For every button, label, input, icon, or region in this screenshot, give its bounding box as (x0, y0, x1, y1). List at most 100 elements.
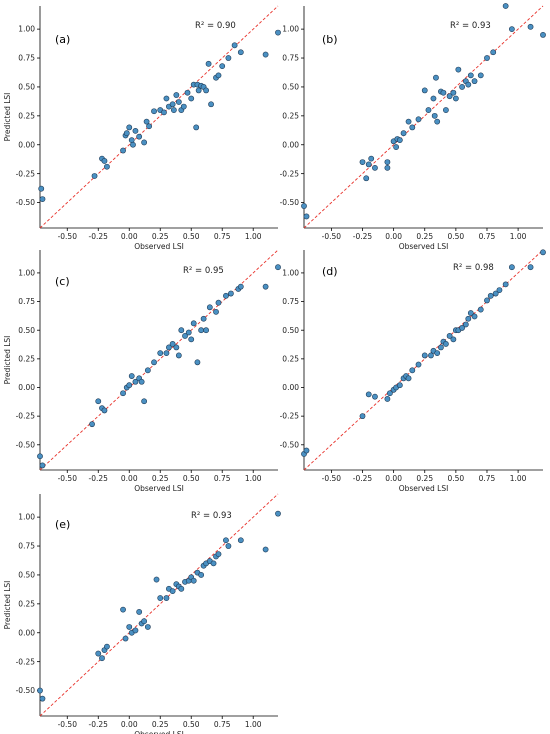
data-point (151, 108, 157, 115)
x-tick-label: 0.25 (152, 720, 169, 729)
x-tick-label: 0.50 (448, 232, 465, 241)
data-point (450, 336, 457, 343)
y-tick-label: 0.00 (18, 140, 35, 149)
data-point (95, 398, 102, 405)
y-tick-label: 0.50 (18, 326, 35, 335)
data-point (120, 147, 126, 154)
data-point (477, 72, 484, 79)
y-tick-label: -0.25 (280, 169, 300, 178)
data-point (143, 118, 150, 125)
data-point (409, 367, 416, 374)
data-point (508, 264, 515, 271)
data-point (198, 327, 205, 334)
data-point (368, 155, 375, 162)
data-point (400, 130, 407, 137)
data-point (496, 287, 503, 294)
data-point (431, 112, 438, 119)
y-tick-label: -0.25 (16, 412, 36, 421)
data-point (190, 320, 197, 327)
x-tick-label: 1.00 (245, 720, 262, 729)
y-tick-label: -0.25 (16, 657, 36, 666)
data-point (467, 310, 474, 316)
data-point (215, 72, 222, 79)
data-point (303, 213, 310, 220)
panel-d: -0.50 -0.25 0.00 0.25 0.50 0.75 1.00 -0.50 -0.25… (280, 249, 546, 493)
data-point (443, 107, 449, 113)
data-point (237, 283, 244, 290)
data-point (477, 306, 484, 313)
y-tick-label: -0.50 (280, 198, 300, 207)
data-point (405, 118, 412, 125)
data-point (101, 158, 108, 164)
data-point (39, 695, 46, 702)
plot-area (37, 493, 281, 717)
x-tick-label: 0.50 (183, 474, 200, 483)
x-tick-label: 0.00 (385, 232, 402, 241)
data-point (465, 81, 472, 88)
y-tick-label: -0.50 (280, 440, 300, 449)
x-tick-label: -0.50 (322, 232, 342, 241)
data-point (91, 173, 98, 179)
data-point (190, 577, 197, 584)
data-point (438, 344, 444, 351)
data-point (136, 609, 143, 615)
x-tick-label: 0.75 (214, 474, 231, 483)
data-point (123, 130, 130, 137)
data-point (421, 87, 428, 94)
data-point (434, 118, 441, 125)
data-point (193, 124, 200, 131)
data-point (37, 453, 43, 460)
data-point (203, 327, 210, 334)
data-point (359, 159, 366, 165)
data-point (170, 107, 177, 113)
panel-b: -0.50 -0.25 0.00 0.25 0.50 0.75 1.00 -0.50 -0.25… (280, 3, 546, 251)
y-tick-label: 0.25 (282, 354, 299, 363)
data-point (415, 361, 422, 368)
panel-label: (e) (55, 518, 70, 531)
data-point (275, 264, 281, 271)
data-point (527, 23, 534, 30)
y-tick-label: 0.50 (18, 571, 35, 580)
data-point (262, 283, 269, 290)
x-tick-label: -0.50 (58, 474, 78, 483)
x-tick-label: -0.50 (58, 232, 78, 241)
data-point (446, 93, 453, 100)
data-point (384, 159, 391, 165)
data-point (430, 95, 437, 102)
data-point (225, 543, 232, 549)
y-tick-label: 1.00 (282, 269, 299, 278)
data-point (384, 164, 391, 171)
data-point (237, 49, 244, 56)
x-tick-label: 0.75 (214, 232, 231, 241)
data-point (275, 510, 281, 517)
data-point (433, 74, 439, 81)
plot-area (301, 249, 546, 471)
data-point (231, 42, 238, 49)
plot-area (37, 249, 281, 471)
data-point (409, 124, 416, 131)
data-point (363, 175, 370, 182)
data-point (365, 161, 372, 168)
y-tick-label: 0.75 (18, 542, 35, 551)
r-squared-label: R² = 0.95 (183, 266, 224, 276)
x-tick-label: 0.50 (448, 474, 465, 483)
data-point (492, 290, 499, 297)
data-point (301, 203, 307, 209)
data-point (163, 595, 170, 601)
data-point (446, 333, 453, 339)
data-point (198, 572, 205, 578)
data-point (153, 576, 160, 583)
data-point (122, 635, 129, 642)
data-point (195, 87, 202, 94)
data-point (440, 89, 447, 96)
data-point (484, 297, 490, 304)
data-point (130, 141, 136, 148)
data-point (166, 344, 172, 351)
data-point (386, 390, 393, 397)
data-point (173, 92, 180, 98)
x-tick-label: 0.25 (152, 232, 169, 241)
data-point (146, 123, 152, 130)
y-tick-label: -0.25 (280, 412, 300, 421)
data-point (484, 55, 490, 61)
